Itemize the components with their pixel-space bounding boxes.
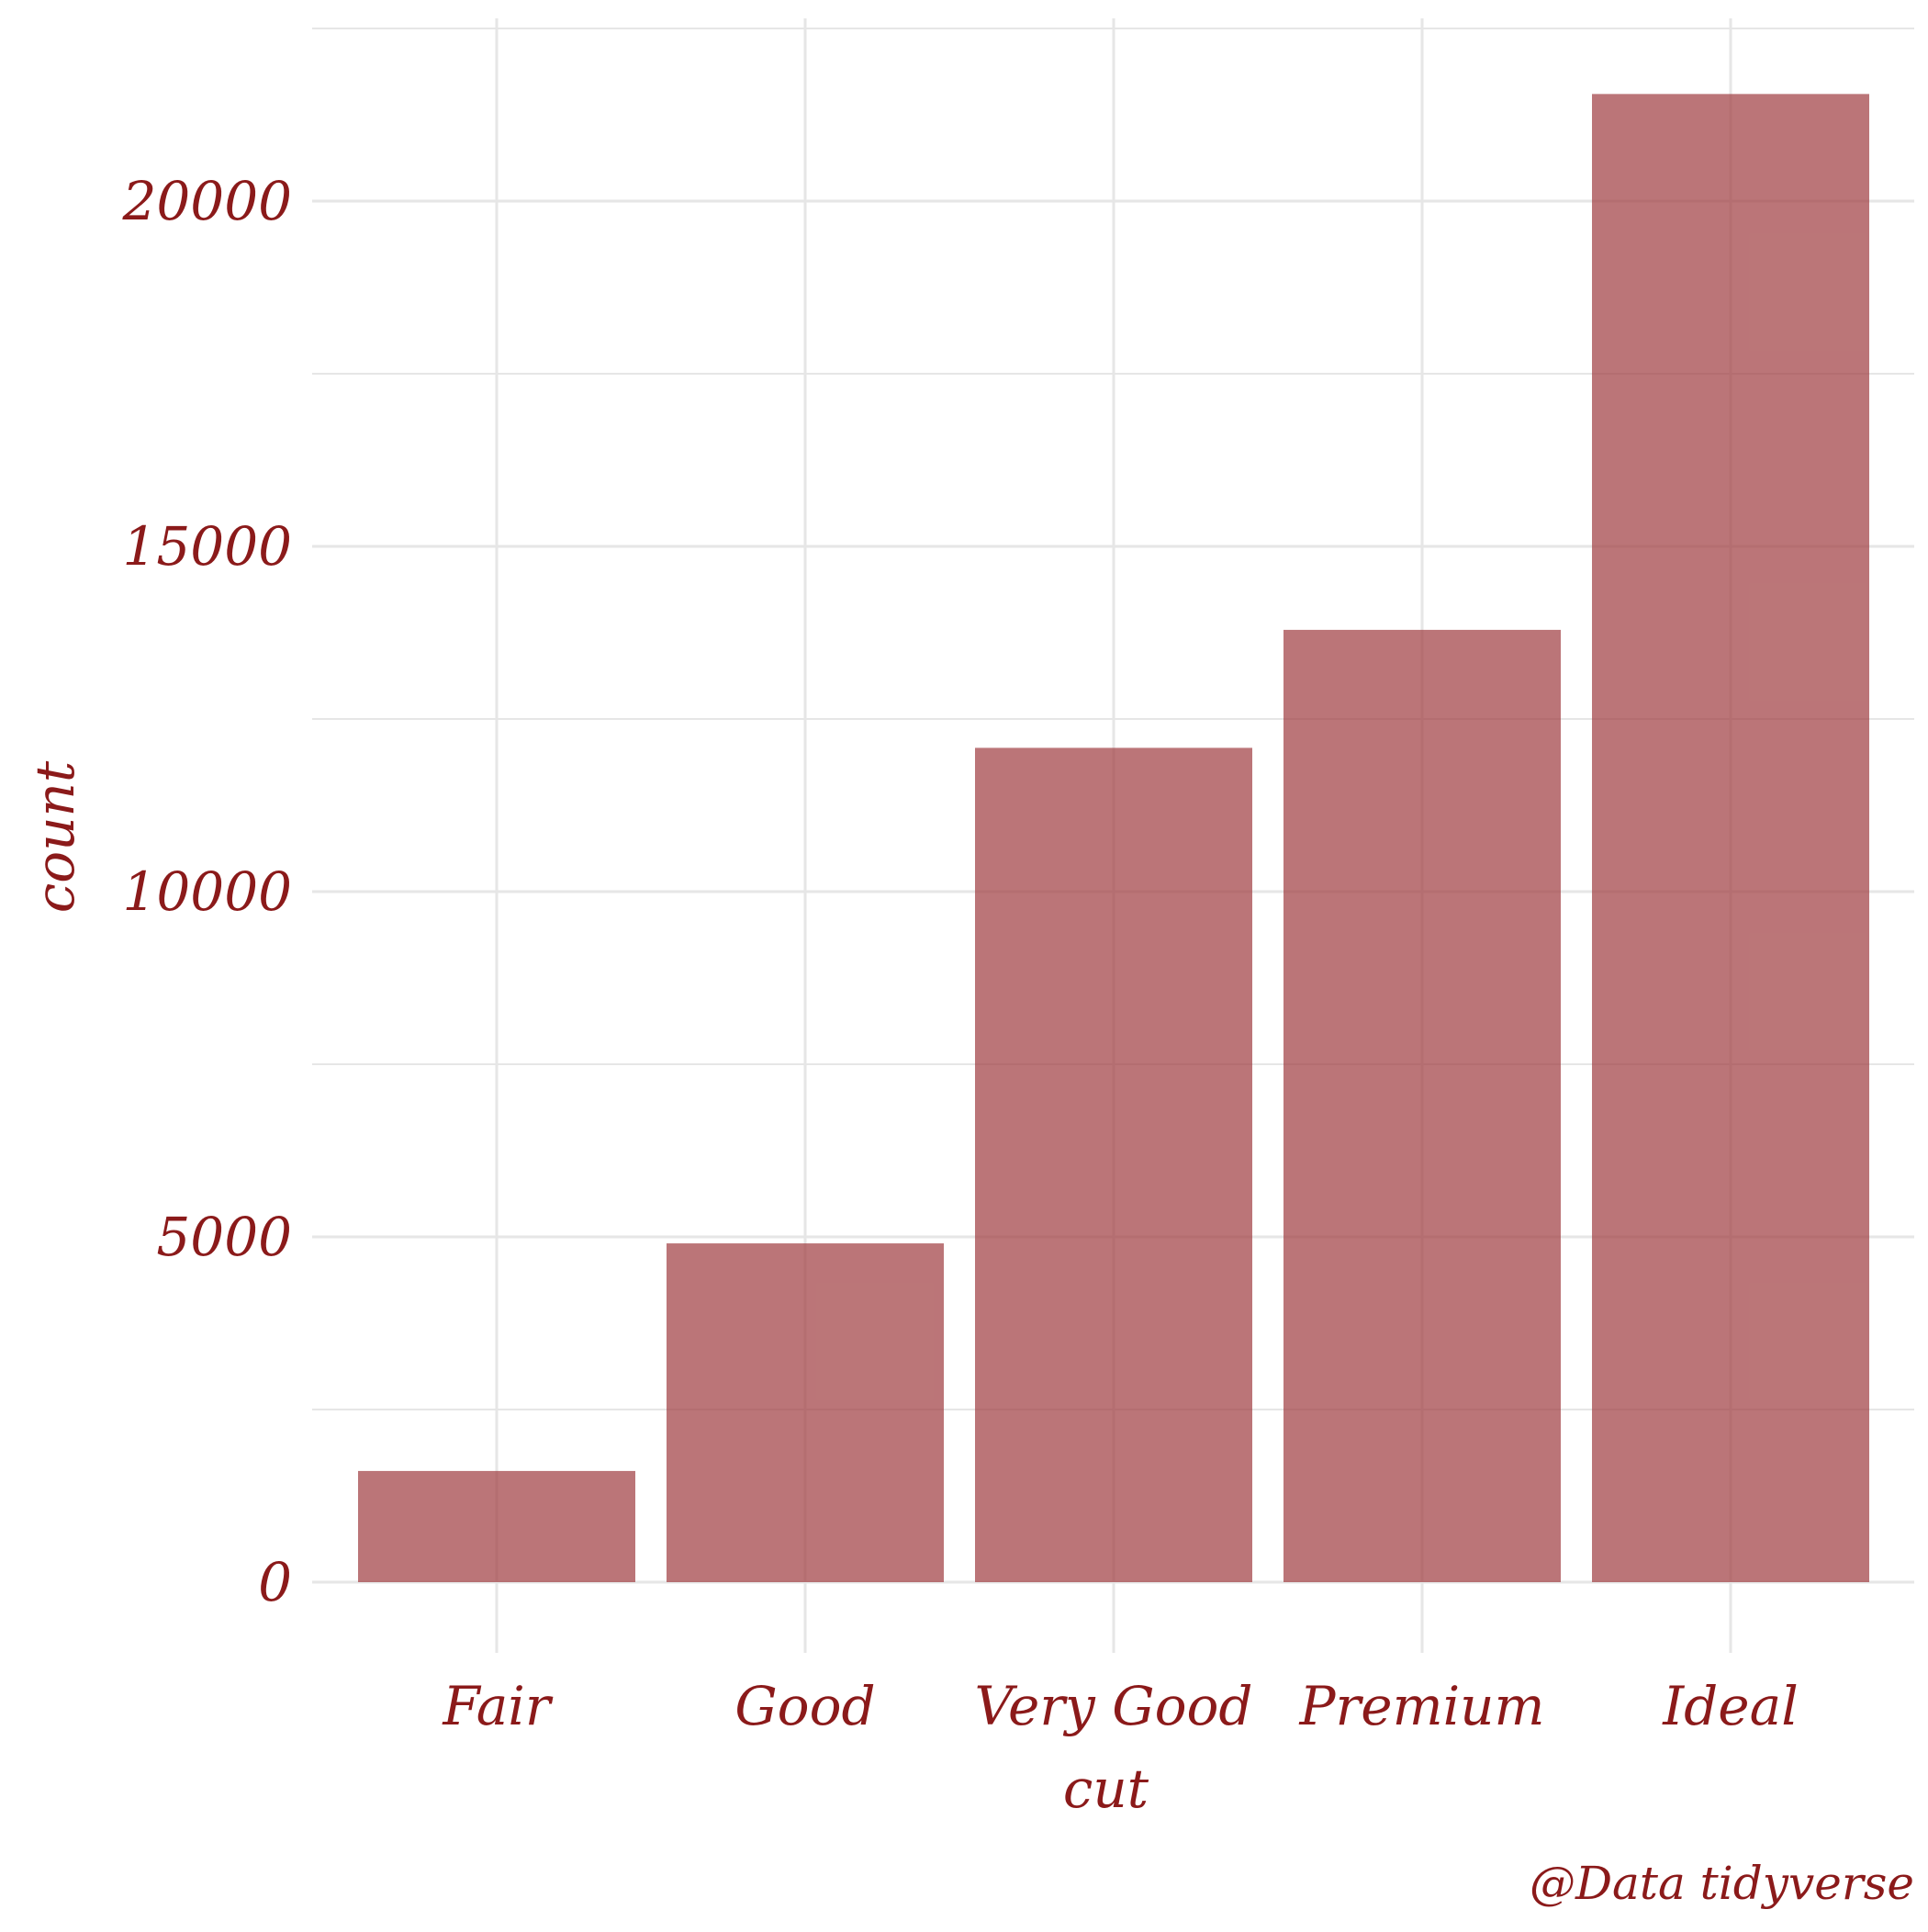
bar-layer — [358, 94, 1869, 1583]
bar-premium — [1283, 629, 1561, 1583]
y-tick-labels: 0 5000 10000 15000 20000 — [121, 170, 292, 1613]
x-tick-label: Premium — [1299, 1675, 1545, 1737]
y-axis-title: count — [24, 760, 86, 913]
bar-very-good — [975, 747, 1252, 1582]
x-axis-title: cut — [1063, 1758, 1149, 1820]
bar-good — [667, 1243, 944, 1582]
y-tick-label: 20000 — [121, 170, 292, 232]
y-tick-label: 10000 — [122, 860, 292, 923]
x-tick-label: Very Good — [974, 1675, 1252, 1737]
y-tick-label: 15000 — [122, 515, 292, 578]
x-tick-label: Fair — [442, 1675, 553, 1737]
x-tick-labels: Fair Good Very Good Premium Ideal — [442, 1675, 1798, 1737]
x-tick-label: Ideal — [1662, 1675, 1799, 1737]
x-tick-label: Good — [734, 1675, 875, 1737]
y-tick-label: 0 — [258, 1551, 292, 1613]
y-tick-label: 5000 — [156, 1206, 292, 1268]
chart-caption: @Data tidyverse — [1530, 1857, 1914, 1910]
bar-ideal — [1592, 94, 1869, 1583]
bar-fair — [358, 1470, 635, 1582]
